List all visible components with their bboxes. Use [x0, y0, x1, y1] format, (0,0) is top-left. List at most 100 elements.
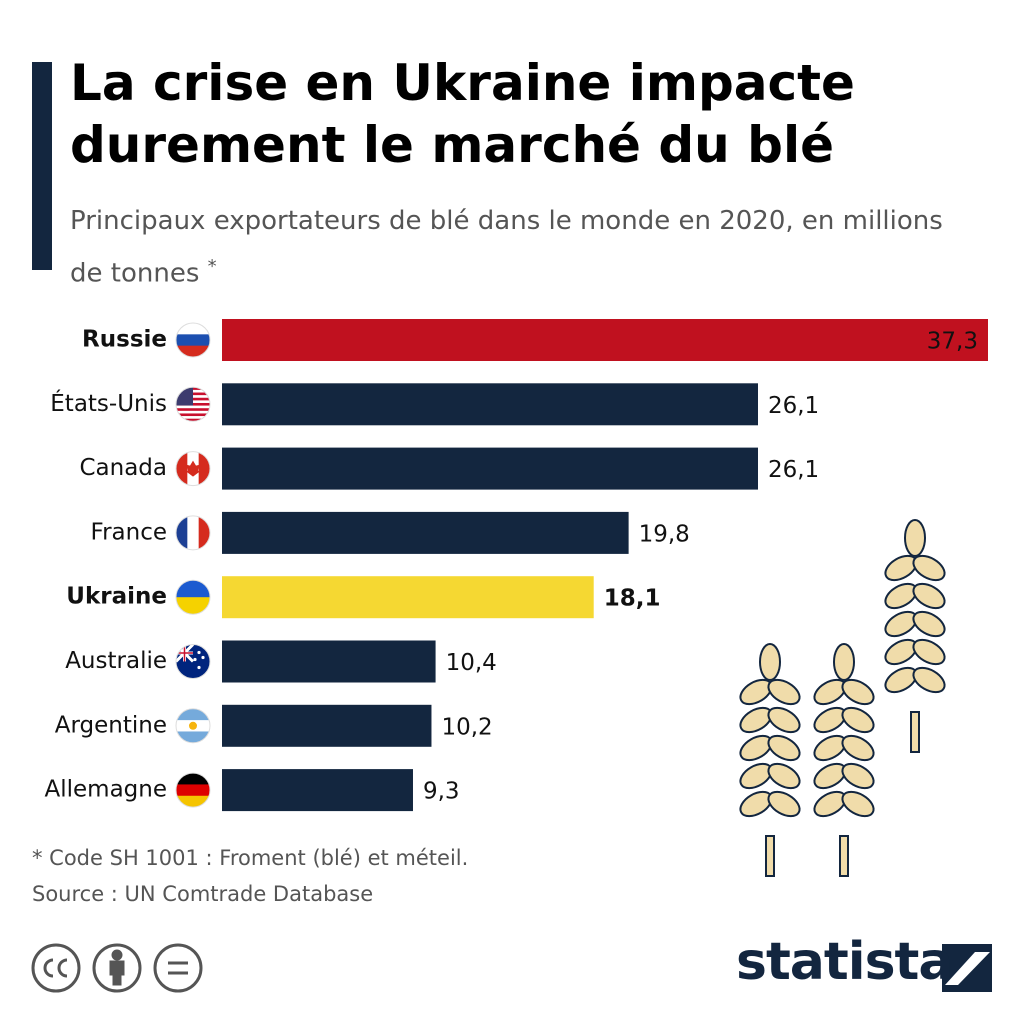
- y-tick-label: Allemagne: [45, 777, 168, 803]
- wheat-grain: [912, 610, 946, 638]
- wheat-stem: [765, 835, 775, 877]
- wheat-grain: [841, 678, 875, 706]
- y-tick-label: Australie: [65, 648, 167, 674]
- flag-sun: [189, 721, 197, 730]
- flag-stripe: [198, 451, 210, 486]
- value-label: 37,3: [927, 329, 978, 355]
- wheat-grain: [767, 734, 801, 762]
- value-label: 10,4: [446, 650, 497, 676]
- flag-stripe: [176, 345, 210, 357]
- flag-stripe: [176, 451, 188, 486]
- wheat-tip: [759, 643, 781, 681]
- flag-stripe: [176, 410, 210, 414]
- wheat-grain: [841, 706, 875, 734]
- flag-union-red: [176, 644, 193, 662]
- flag: [176, 708, 210, 743]
- wheat-grain: [767, 762, 801, 790]
- logo-icon: [942, 944, 992, 992]
- y-tick-label: Argentine: [55, 712, 167, 738]
- y-tick-label: France: [91, 519, 167, 545]
- wheat-grain: [841, 762, 875, 790]
- bar: [222, 704, 432, 747]
- flag: [176, 451, 210, 486]
- wheat-grain: [912, 554, 946, 582]
- flag-border: [175, 322, 211, 358]
- bar: [222, 383, 758, 426]
- bar: [222, 319, 988, 361]
- flag-star: [193, 657, 197, 662]
- wheat-tip: [833, 643, 855, 681]
- subtitle-marker: *: [207, 256, 217, 277]
- value-label: 26,1: [768, 393, 819, 419]
- y-tick-label: Ukraine: [66, 584, 167, 610]
- license-icons: [31, 943, 203, 993]
- subtitle-text: Principaux exportateurs de blé dans le m…: [70, 206, 943, 289]
- wheat-grain: [767, 678, 801, 706]
- flag-border: [175, 386, 211, 422]
- flag-border: [175, 579, 211, 615]
- flag-leaf: [185, 460, 201, 477]
- flag: [176, 773, 210, 808]
- source: Source : UN Comtrade Database: [32, 882, 374, 906]
- flag-border: [175, 644, 211, 679]
- flag-border: [175, 708, 211, 744]
- wheat-illustration: [739, 519, 946, 877]
- flag: [176, 644, 210, 679]
- flag-stripe: [176, 731, 210, 743]
- flag-stripe: [176, 416, 210, 419]
- wheat-stem: [910, 711, 920, 753]
- flag: [176, 323, 210, 357]
- flag: [176, 515, 210, 550]
- footnote: * Code SH 1001 : Froment (blé) et méteil…: [32, 846, 469, 870]
- flag-stripe: [176, 795, 210, 808]
- flag-border: [175, 515, 211, 551]
- flag-stripe: [176, 773, 210, 785]
- y-tick-label: États-Unis: [50, 389, 167, 417]
- wheat-grain: [912, 666, 946, 694]
- flag-stripe: [176, 405, 210, 409]
- wheat-grain: [912, 638, 946, 666]
- chart-subtitle: Principaux exportateurs de blé dans le m…: [70, 198, 950, 297]
- flag-stripe: [176, 784, 210, 797]
- flag: [176, 580, 210, 615]
- bar: [222, 447, 758, 490]
- wheat-grain: [767, 706, 801, 734]
- wheat-grain: [841, 790, 875, 818]
- flag-star: [201, 655, 205, 660]
- flag-stripe: [176, 408, 210, 412]
- value-label: 9,3: [423, 779, 460, 805]
- flag-border: [175, 772, 211, 808]
- flag-border: [175, 451, 211, 487]
- flag: [176, 387, 210, 422]
- value-label: 26,1: [768, 457, 819, 483]
- wheat-stem: [839, 835, 849, 877]
- value-label: 18,1: [604, 586, 661, 612]
- wheat-grain: [912, 582, 946, 610]
- flag-stripe: [176, 413, 210, 417]
- logo: statista: [736, 932, 953, 992]
- value-label: 10,2: [441, 714, 492, 740]
- flag-stripe: [176, 323, 210, 335]
- accent-bar: [32, 62, 52, 270]
- flag-stripe: [176, 515, 188, 550]
- chart-title: La crise en Ukraine impacte durement le …: [70, 54, 855, 174]
- flag-stripe: [176, 597, 210, 615]
- bar: [222, 769, 413, 812]
- flag-star: [197, 650, 201, 655]
- flag-stripe: [176, 334, 210, 347]
- bar: [222, 511, 629, 554]
- flag-stripe: [176, 418, 210, 422]
- flag-stripe: [176, 580, 210, 598]
- y-tick-label: Canada: [79, 455, 167, 481]
- bar: [222, 640, 436, 683]
- flag-stripe: [176, 708, 210, 721]
- y-tick-label: Russie: [82, 327, 167, 353]
- wheat-tip: [904, 519, 926, 557]
- flag-stripe: [198, 515, 210, 550]
- bar: [222, 576, 594, 619]
- wheat-grain: [841, 734, 875, 762]
- wheat-grain: [767, 790, 801, 818]
- value-label: 19,8: [639, 521, 690, 547]
